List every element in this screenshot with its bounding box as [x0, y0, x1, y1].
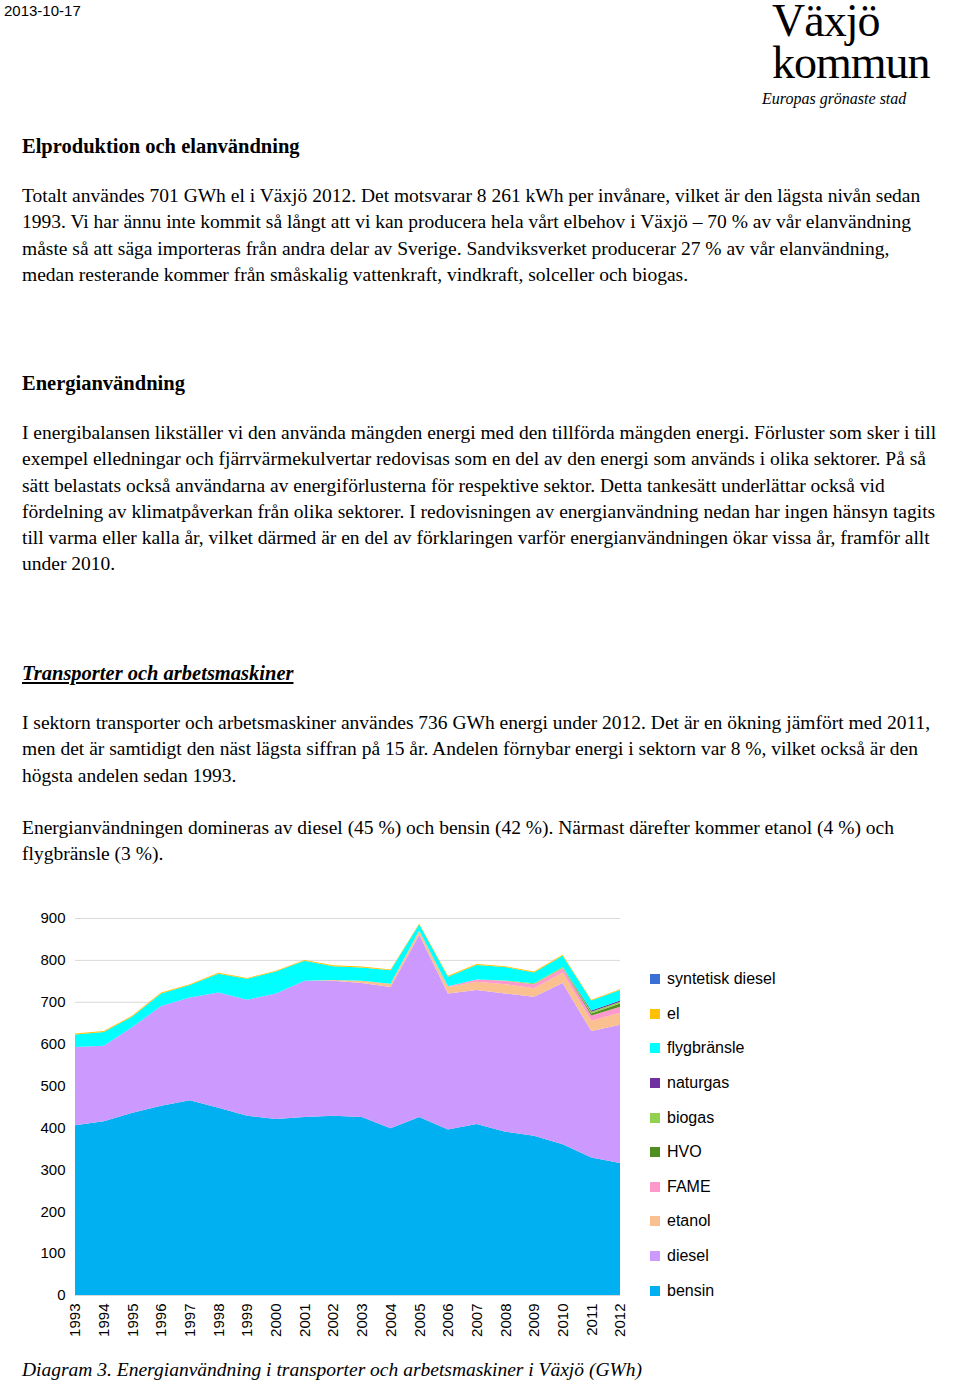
html-text:I sektorn transporter och arbe: I sektorn transporter och arbetsmaskiner… — [22, 712, 931, 786]
svg-text:2006: 2006 — [439, 1304, 456, 1337]
svg-text:200: 200 — [40, 1203, 65, 1220]
html-text:biogas: biogas — [667, 1108, 715, 1126]
svg-text:800: 800 — [40, 951, 65, 968]
svg-text:2007: 2007 — [468, 1304, 485, 1337]
html-text:etanol: etanol — [667, 1212, 711, 1230]
svg-text:500: 500 — [40, 1077, 65, 1094]
svg-text:2010: 2010 — [554, 1304, 571, 1337]
html-text:I energibalansen likställer vi: I energibalansen likställer vi den använ… — [22, 422, 937, 575]
html-text:Energianvändning: Energianvändning — [22, 372, 185, 394]
html-text:Energianvändningen domineras a: Energianvändningen domineras av diesel (… — [22, 816, 894, 865]
svg-text:2011: 2011 — [583, 1304, 600, 1336]
svg-text:1996: 1996 — [152, 1304, 169, 1337]
html-text:el: el — [667, 1004, 680, 1022]
html-text:kommun: kommun — [772, 37, 930, 88]
svg-text:1993: 1993 — [66, 1304, 83, 1337]
svg-text:1998: 1998 — [210, 1304, 227, 1337]
html-text:Diagram 3. Energianvändning i: Diagram 3. Energianvändning i transporte… — [22, 1359, 642, 1380]
svg-text:700: 700 — [40, 993, 65, 1010]
svg-text:2000: 2000 — [267, 1304, 284, 1337]
html-text:2013-10-17: 2013-10-17 — [4, 2, 81, 19]
html-text:Totalt användes 701 GWh el i V: Totalt användes 701 GWh el i Växjö 2012.… — [22, 185, 921, 285]
html-text:naturgas: naturgas — [667, 1074, 730, 1092]
svg-text:2009: 2009 — [525, 1304, 542, 1337]
html-text:flygbränsle: flygbränsle — [667, 1039, 745, 1057]
html-text:Transporter och arbetsmaskiner: Transporter och arbetsmaskiner — [22, 662, 294, 684]
svg-text:900: 900 — [40, 909, 65, 926]
svg-text:1995: 1995 — [124, 1304, 141, 1337]
svg-text:2008: 2008 — [497, 1304, 514, 1337]
svg-text:2012: 2012 — [611, 1304, 628, 1337]
svg-text:600: 600 — [40, 1035, 65, 1052]
svg-text:1994: 1994 — [95, 1304, 112, 1337]
svg-text:2004: 2004 — [382, 1304, 399, 1337]
svg-text:2002: 2002 — [324, 1304, 341, 1337]
svg-text:0: 0 — [57, 1286, 65, 1303]
svg-text:300: 300 — [40, 1161, 65, 1178]
html-text:Elproduktion och elanvändning: Elproduktion och elanvändning — [22, 135, 300, 157]
html-text:Europas grönaste stad: Europas grönaste stad — [762, 90, 907, 107]
html-text:bensin: bensin — [667, 1281, 715, 1299]
svg-text:1999: 1999 — [238, 1304, 255, 1337]
svg-text:1997: 1997 — [181, 1304, 198, 1337]
html-text:HVO: HVO — [667, 1143, 702, 1161]
html-text:diesel: diesel — [667, 1247, 709, 1264]
html-text:FAME: FAME — [667, 1177, 711, 1195]
svg-text:100: 100 — [40, 1244, 65, 1261]
svg-text:2005: 2005 — [411, 1304, 428, 1337]
html-text:syntetisk diesel: syntetisk diesel — [667, 970, 776, 988]
svg-text:400: 400 — [40, 1119, 65, 1136]
svg-text:2003: 2003 — [353, 1304, 370, 1337]
svg-text:2001: 2001 — [296, 1304, 313, 1337]
